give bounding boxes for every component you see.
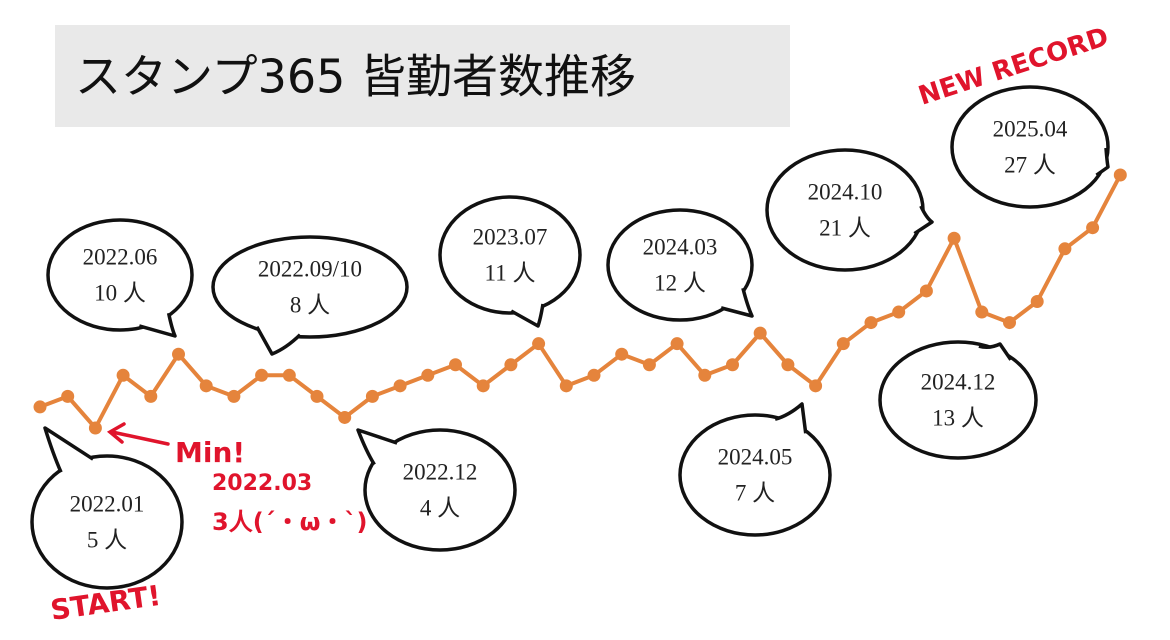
- bubble-value: 5 人: [87, 527, 127, 552]
- bubble-tail: [255, 325, 302, 356]
- point: [532, 337, 546, 351]
- point: [1086, 221, 1100, 235]
- min-note: Min!: [175, 436, 245, 469]
- speech-bubble: [46, 218, 194, 332]
- bubble-date: 2024.05: [718, 444, 793, 469]
- point: [88, 421, 102, 435]
- point: [726, 358, 739, 372]
- point: [587, 368, 601, 382]
- point: [559, 379, 573, 393]
- min-arrow: [106, 422, 170, 446]
- speech-bubble: [765, 148, 925, 272]
- point: [809, 379, 823, 393]
- speech-bubble: [950, 85, 1110, 209]
- speech-bubble: [878, 340, 1038, 460]
- speech-bubble: [30, 454, 184, 590]
- bubble-value: 11 人: [485, 260, 536, 285]
- point: [476, 379, 490, 393]
- point: [698, 368, 712, 382]
- point: [199, 379, 213, 393]
- point: [144, 389, 158, 403]
- bubble-value: 4 人: [420, 495, 460, 520]
- point: [33, 400, 47, 414]
- point: [864, 316, 878, 330]
- speech-bubble: [211, 235, 409, 339]
- line: [39, 174, 1123, 430]
- bubble-value: 27 人: [1004, 152, 1056, 177]
- speech-bubble: [606, 208, 754, 322]
- point: [670, 337, 684, 351]
- point: [919, 284, 933, 298]
- point: [504, 358, 518, 372]
- point: [338, 410, 352, 424]
- bubble-tail: [774, 402, 808, 434]
- point: [947, 231, 961, 245]
- bubble-value: 21 人: [819, 215, 871, 240]
- min-value: 3人(´・ω・`): [212, 508, 368, 536]
- point: [310, 389, 324, 403]
- bubble-value: 10 人: [94, 280, 146, 305]
- point: [892, 305, 906, 319]
- bubble-value: 8 人: [290, 292, 330, 317]
- point: [1030, 295, 1044, 308]
- point: [1113, 168, 1127, 182]
- bubble-tail: [978, 342, 1013, 361]
- bubble-date: 2023.07: [473, 224, 548, 249]
- bubble-value: 7 人: [735, 480, 775, 505]
- bubble-tail: [720, 287, 754, 318]
- point: [421, 368, 435, 382]
- bubble-date: 2022.06: [83, 244, 158, 269]
- bubble-date: 2022.09/10: [258, 256, 362, 281]
- title-box: [55, 25, 790, 127]
- point: [227, 389, 241, 403]
- point: [172, 347, 185, 361]
- bubble-date: 2024.12: [921, 369, 996, 394]
- point: [1058, 242, 1072, 256]
- bubble-date: 2024.03: [643, 234, 718, 259]
- point: [116, 368, 130, 382]
- speech-bubble: [678, 413, 832, 537]
- bubble-date: 2025.04: [993, 116, 1068, 141]
- point: [61, 389, 75, 403]
- bubble-date: 2022.01: [70, 491, 145, 516]
- point: [282, 368, 296, 382]
- bubble-tail: [356, 428, 398, 466]
- point: [642, 358, 656, 372]
- point: [781, 358, 795, 372]
- bubble-value: 13 人: [932, 405, 984, 430]
- chart-title: スタンプ365 皆勤者数推移: [75, 50, 636, 104]
- min-date: 2022.03: [212, 471, 312, 496]
- point: [975, 305, 989, 319]
- bubble-tail: [43, 426, 95, 473]
- point: [836, 337, 850, 351]
- bubble-tail: [913, 205, 934, 236]
- point: [753, 326, 767, 340]
- bubble-date: 2022.12: [403, 459, 478, 484]
- bubble-value: 12 人: [654, 270, 706, 295]
- point: [393, 379, 407, 393]
- point: [1003, 316, 1016, 330]
- speech-bubble: [438, 195, 582, 315]
- bubble-tail: [1095, 147, 1110, 177]
- speech-bubble: [363, 428, 517, 552]
- start-note: START!: [48, 579, 162, 627]
- point: [365, 389, 379, 403]
- point: [449, 358, 462, 372]
- point: [615, 347, 629, 361]
- bubble-tail: [138, 312, 177, 338]
- point: [255, 368, 269, 382]
- bubble-date: 2024.10: [808, 179, 883, 204]
- bubble-tail: [510, 303, 545, 328]
